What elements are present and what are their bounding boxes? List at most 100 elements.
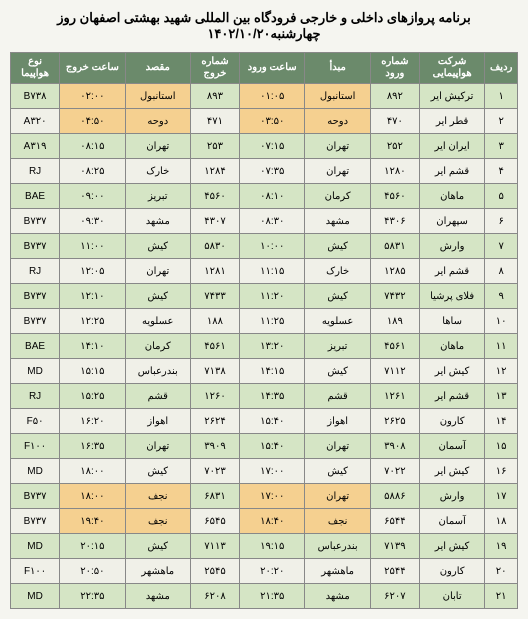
cell: قشم ایر [419,384,484,409]
header-arrive: ساعت ورود [240,53,305,84]
cell: ۲۱ [485,584,518,609]
cell: وارش [419,484,484,509]
cell: ۰۴:۵۰ [60,109,125,134]
cell: ۱۲ [485,359,518,384]
header-airline: شرکت هواپیمایی [419,53,484,84]
cell: ۱۶ [485,459,518,484]
cell: کیش [125,534,190,559]
cell: ۱۲:۱۰ [60,284,125,309]
table-row: ۱۱ماهان۴۵۶۱تبریز۱۳:۲۰۴۵۶۱کرمان۱۴:۱۰BAE [11,334,518,359]
cell: ۲۲:۳۵ [60,584,125,609]
cell: ۰۳:۵۰ [240,109,305,134]
cell: کیش ایر [419,459,484,484]
cell: ماهشهر [305,559,370,584]
cell: دوحه [125,109,190,134]
cell: ۷۱۳۹ [370,534,419,559]
cell: ۲۵۴۵ [190,559,239,584]
cell: بندرعباس [125,359,190,384]
table-row: ۲قطر ایر۴۷۰دوحه۰۳:۵۰۴۷۱دوحه۰۴:۵۰A۳۲۰ [11,109,518,134]
cell: ۷۰۲۲ [370,459,419,484]
cell: ۱۳ [485,384,518,409]
cell: ۲۵۴۴ [370,559,419,584]
cell: ۲۱:۳۵ [240,584,305,609]
cell: کیش [125,234,190,259]
cell: تهران [125,434,190,459]
cell: ۷۱۳۸ [190,359,239,384]
cell: ۱۵ [485,434,518,459]
cell: کیش [305,359,370,384]
cell: مشهد [305,584,370,609]
cell: ۷ [485,234,518,259]
cell: کرمان [305,184,370,209]
cell: ماهان [419,184,484,209]
cell: ۰۸:۲۵ [60,159,125,184]
table-row: ۹فلای پرشیا۷۴۳۲کیش۱۱:۲۰۷۴۳۳کیش۱۲:۱۰B۷۳۷ [11,284,518,309]
cell: ۱۱:۰۰ [60,234,125,259]
header-aircraft: نوع هواپیما [11,53,60,84]
cell: کیش [305,234,370,259]
cell: سپهران [419,209,484,234]
cell: BAE [11,184,60,209]
cell: ۵ [485,184,518,209]
table-row: ۱۰ساها۱۸۹عسلویه۱۱:۲۵۱۸۸عسلویه۱۲:۲۵B۷۳۷ [11,309,518,334]
table-row: ۱۲کیش ایر۷۱۱۲کیش۱۴:۱۵۷۱۳۸بندرعباس۱۵:۱۵MD [11,359,518,384]
cell: آسمان [419,509,484,534]
cell: تهران [305,434,370,459]
cell: تبریز [305,334,370,359]
cell: ۰۸:۱۵ [60,134,125,159]
cell: ۱۱:۱۵ [240,259,305,284]
table-row: ۱۹کیش ایر۷۱۳۹بندرعباس۱۹:۱۵۷۱۱۳کیش۲۰:۱۵MD [11,534,518,559]
table-row: ۵ماهان۴۵۶۰کرمان۰۸:۱۰۴۵۶۰تبریز۰۹:۰۰BAE [11,184,518,209]
cell: ۲۵۲ [370,134,419,159]
table-row: ۷وارش۵۸۳۱کیش۱۰:۰۰۵۸۳۰کیش۱۱:۰۰B۷۳۷ [11,234,518,259]
cell: ماهان [419,334,484,359]
cell: ۷۱۱۲ [370,359,419,384]
cell: تهران [305,484,370,509]
table-row: ۶سپهران۴۳۰۶مشهد۰۸:۳۰۴۳۰۷مشهد۰۹:۳۰B۷۳۷ [11,209,518,234]
header-origin: مبدأ [305,53,370,84]
table-row: ۳ایران ایر۲۵۲تهران۰۷:۱۵۲۵۳تهران۰۸:۱۵A۳۱۹ [11,134,518,159]
cell: ۶۲۰۷ [370,584,419,609]
cell: ۲۰:۱۵ [60,534,125,559]
cell: B۷۳۷ [11,509,60,534]
cell: ۱۰ [485,309,518,334]
cell: ۱۵:۱۵ [60,359,125,384]
cell: ۶۵۴۵ [190,509,239,534]
cell: ایران ایر [419,134,484,159]
cell: ۷۱۱۳ [190,534,239,559]
cell: ۱۲۸۵ [370,259,419,284]
cell: B۷۳۷ [11,284,60,309]
cell: A۳۱۹ [11,134,60,159]
cell: ۱۵:۴۰ [240,409,305,434]
cell: ترکیش ایر [419,84,484,109]
cell: ۱۸:۰۰ [60,459,125,484]
cell: ۱۲:۲۵ [60,309,125,334]
cell: ۱۹:۱۵ [240,534,305,559]
cell: F۱۰۰ [11,434,60,459]
cell: ۲۰ [485,559,518,584]
cell: F۵۰ [11,409,60,434]
cell: قشم ایر [419,159,484,184]
cell: ۱۴ [485,409,518,434]
cell: بندرعباس [305,534,370,559]
cell: MD [11,459,60,484]
cell: ماهشهر [125,559,190,584]
cell: ۲ [485,109,518,134]
cell: ۲۶۲۵ [370,409,419,434]
cell: ۴۵۶۱ [370,334,419,359]
cell: ۸۹۲ [370,84,419,109]
cell: تهران [305,159,370,184]
cell: ۳۹۰۹ [190,434,239,459]
cell: ۷۰۲۳ [190,459,239,484]
cell: قشم ایر [419,259,484,284]
cell: ۱۴:۳۵ [240,384,305,409]
cell: ۱۱ [485,334,518,359]
cell: B۷۳۷ [11,209,60,234]
cell: ۷۴۳۲ [370,284,419,309]
cell: ۱۱:۲۵ [240,309,305,334]
table-row: ۱۳قشم ایر۱۲۶۱قشم۱۴:۳۵۱۲۶۰قشم۱۵:۲۵RJ [11,384,518,409]
cell: ۱۲۸۰ [370,159,419,184]
cell: ۲۰:۲۰ [240,559,305,584]
cell: ۱ [485,84,518,109]
cell: تهران [305,134,370,159]
